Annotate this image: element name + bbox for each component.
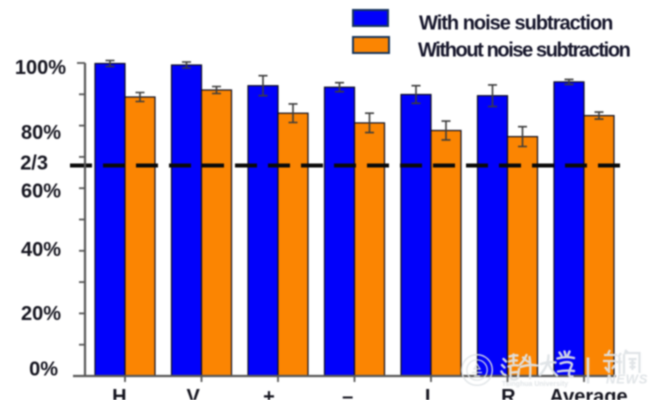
svg-text:Average: Average (549, 386, 627, 400)
svg-text:–: – (342, 386, 353, 400)
svg-text:0%: 0% (29, 359, 58, 381)
svg-text:20%: 20% (21, 303, 61, 325)
svg-text:Without noise subtraction: Without noise subtraction (418, 40, 630, 62)
svg-text:40%: 40% (21, 239, 61, 261)
svg-text:+: + (263, 386, 275, 400)
svg-text:Tsinghua University: Tsinghua University (502, 381, 568, 388)
svg-text:60%: 60% (21, 181, 61, 203)
svg-text:R: R (501, 386, 516, 400)
svg-text:V: V (187, 386, 201, 400)
svg-text:NEWS: NEWS (606, 372, 648, 387)
svg-text:80%: 80% (21, 122, 61, 144)
svg-text:H: H (112, 386, 126, 400)
svg-text:100%: 100% (15, 57, 66, 79)
svg-text:I: I (425, 386, 431, 400)
svg-text:With noise subtraction: With noise subtraction (419, 13, 612, 35)
svg-text:2/3: 2/3 (20, 153, 48, 175)
